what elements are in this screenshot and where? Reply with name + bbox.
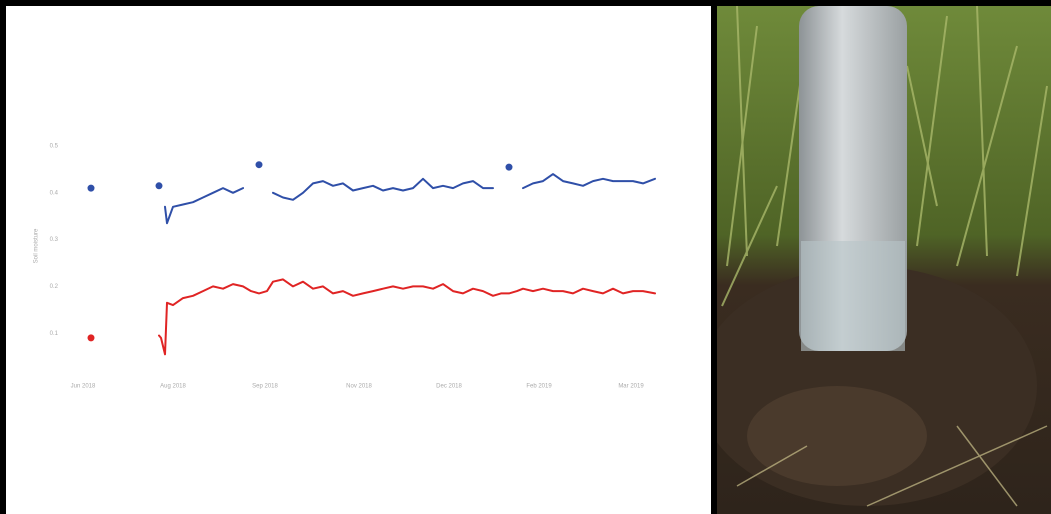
point-marker xyxy=(91,165,509,188)
x-tick-label: Sep 2018 xyxy=(252,384,278,390)
y-tick-label: 0.4 xyxy=(50,190,59,196)
x-tick-label: Feb 2019 xyxy=(526,384,552,390)
y-tick-label: 0.3 xyxy=(50,237,59,243)
x-tick-label: Dec 2018 xyxy=(436,384,462,390)
y-tick-label: 0.1 xyxy=(50,331,59,337)
y-tick-label: 0.5 xyxy=(50,144,59,150)
y-tick-label: 0.2 xyxy=(50,284,59,290)
y-axis-label: Soil moisture xyxy=(34,228,40,263)
series-line xyxy=(91,165,655,224)
x-tick-label: Jun 2018 xyxy=(71,384,96,390)
x-tick-label: Mar 2019 xyxy=(618,384,644,390)
photo xyxy=(717,6,1051,514)
x-tick-label: Nov 2018 xyxy=(346,384,372,390)
series-line xyxy=(91,279,655,354)
figure: Soil moisture 0.1 0.2 0.3 0.4 0.5 Jun 2018 Aug… xyxy=(0,0,1051,514)
x-tick-label: Aug 2018 xyxy=(160,384,186,390)
chart: Soil moisture 0.1 0.2 0.3 0.4 0.5 Jun 2018 Aug… xyxy=(6,6,711,514)
